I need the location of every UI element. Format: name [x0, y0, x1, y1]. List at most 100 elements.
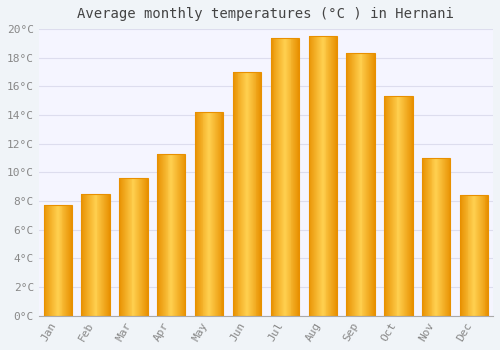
Bar — [440, 158, 441, 316]
Bar — [407, 96, 408, 316]
Bar — [351, 54, 352, 316]
Bar — [422, 158, 450, 316]
Bar — [143, 178, 144, 316]
Bar — [184, 154, 186, 316]
Bar — [374, 54, 375, 316]
Bar — [121, 178, 122, 316]
Bar — [404, 96, 405, 316]
Bar — [50, 205, 51, 316]
Bar — [385, 96, 386, 316]
Bar — [282, 38, 283, 316]
Bar — [94, 194, 96, 316]
Bar — [367, 54, 368, 316]
Bar — [86, 194, 87, 316]
Bar — [482, 195, 484, 316]
Bar — [317, 36, 318, 316]
Bar — [320, 36, 321, 316]
Bar — [142, 178, 143, 316]
Bar — [388, 96, 389, 316]
Bar — [258, 72, 260, 316]
Bar — [245, 72, 246, 316]
Bar — [370, 54, 371, 316]
Bar — [486, 195, 488, 316]
Bar — [85, 194, 86, 316]
Bar — [470, 195, 472, 316]
Bar — [51, 205, 52, 316]
Bar — [276, 38, 278, 316]
Bar — [432, 158, 434, 316]
Bar — [141, 178, 142, 316]
Bar — [442, 158, 443, 316]
Bar — [57, 205, 58, 316]
Bar — [310, 36, 312, 316]
Bar — [256, 72, 258, 316]
Bar — [212, 112, 213, 316]
Bar — [252, 72, 254, 316]
Bar — [316, 36, 317, 316]
Bar — [358, 54, 360, 316]
Bar — [312, 36, 313, 316]
Bar — [48, 205, 49, 316]
Bar — [58, 205, 59, 316]
Bar — [196, 112, 197, 316]
Bar — [281, 38, 282, 316]
Bar — [272, 38, 274, 316]
Bar — [198, 112, 200, 316]
Bar — [348, 54, 349, 316]
Bar — [353, 54, 354, 316]
Bar — [138, 178, 139, 316]
Bar — [119, 178, 120, 316]
Bar — [409, 96, 410, 316]
Bar — [202, 112, 203, 316]
Bar — [368, 54, 369, 316]
Bar — [475, 195, 476, 316]
Bar — [60, 205, 62, 316]
Bar — [236, 72, 238, 316]
Bar — [157, 154, 186, 316]
Bar — [49, 205, 50, 316]
Bar — [177, 154, 178, 316]
Bar — [460, 195, 488, 316]
Bar — [144, 178, 145, 316]
Bar — [197, 112, 198, 316]
Bar — [369, 54, 370, 316]
Bar — [137, 178, 138, 316]
Bar — [406, 96, 407, 316]
Bar — [218, 112, 220, 316]
Bar — [448, 158, 450, 316]
Bar — [119, 178, 148, 316]
Bar — [233, 72, 234, 316]
Bar — [88, 194, 89, 316]
Bar — [158, 154, 159, 316]
Bar — [124, 178, 125, 316]
Bar — [173, 154, 174, 316]
Bar — [446, 158, 448, 316]
Bar — [322, 36, 324, 316]
Bar — [103, 194, 104, 316]
Bar — [424, 158, 425, 316]
Bar — [326, 36, 328, 316]
Bar — [200, 112, 202, 316]
Bar — [335, 36, 336, 316]
Bar — [280, 38, 281, 316]
Bar — [82, 194, 110, 316]
Bar — [460, 195, 461, 316]
Bar — [157, 154, 158, 316]
Bar — [297, 38, 298, 316]
Bar — [46, 205, 48, 316]
Bar — [286, 38, 287, 316]
Bar — [215, 112, 216, 316]
Bar — [403, 96, 404, 316]
Title: Average monthly temperatures (°C ) in Hernani: Average monthly temperatures (°C ) in He… — [78, 7, 454, 21]
Bar — [324, 36, 326, 316]
Bar — [126, 178, 127, 316]
Bar — [181, 154, 182, 316]
Bar — [234, 72, 236, 316]
Bar — [250, 72, 251, 316]
Bar — [308, 36, 310, 316]
Bar — [274, 38, 276, 316]
Bar — [254, 72, 256, 316]
Bar — [384, 96, 412, 316]
Bar — [64, 205, 66, 316]
Bar — [484, 195, 486, 316]
